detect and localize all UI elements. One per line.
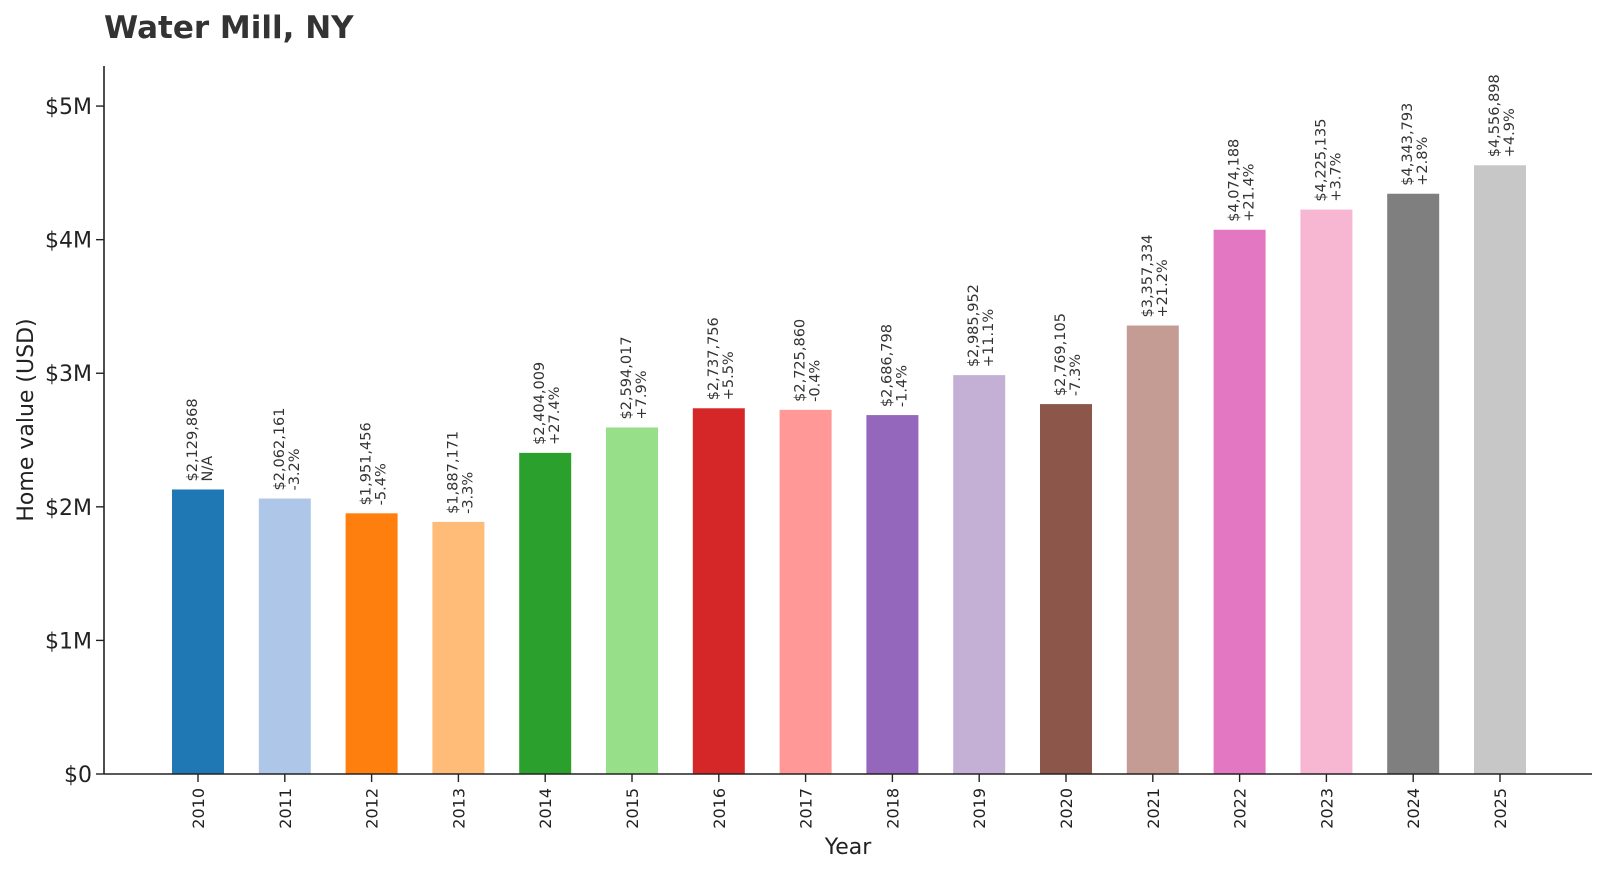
value-label-2015: $2,594,017 — [619, 336, 635, 419]
value-label-2011: $2,062,161 — [272, 407, 288, 490]
x-tick-label-2023: 2023 — [1317, 788, 1336, 829]
y-tick-label: $3M — [45, 362, 92, 387]
change-label-2019: +11.1% — [981, 309, 997, 367]
x-axis-label: Year — [824, 835, 873, 860]
bar-2015 — [606, 427, 658, 774]
change-label-2020: -7.3% — [1068, 354, 1084, 396]
bar-2022 — [1213, 229, 1266, 774]
bar-2025 — [1474, 165, 1526, 774]
bar-2012 — [345, 513, 398, 774]
bar-2024 — [1387, 193, 1440, 775]
y-tick-label: $4M — [45, 229, 92, 254]
change-label-2021: +21.2% — [1155, 259, 1171, 317]
x-tick-label-2024: 2024 — [1404, 788, 1423, 829]
value-label-2014: $2,404,009 — [532, 362, 548, 445]
x-tick-label-2025: 2025 — [1491, 788, 1510, 829]
value-label-2020: $2,769,105 — [1053, 313, 1069, 396]
x-tick-label-2012: 2012 — [363, 788, 382, 829]
y-tick-label: $2M — [45, 496, 92, 521]
value-label-2022: $4,074,188 — [1227, 139, 1243, 222]
y-tick-label: $1M — [45, 629, 92, 654]
value-label-2010: $2,129,868 — [185, 398, 201, 481]
bars — [172, 165, 1526, 775]
y-ticks: $0 $1M $2M $3M $4M $5M — [45, 95, 104, 788]
x-tick-label-2010: 2010 — [189, 788, 208, 829]
value-label-2013: $1,887,171 — [445, 431, 461, 514]
change-label-2014: +27.4% — [547, 387, 563, 445]
bar-2023 — [1300, 209, 1353, 774]
value-label-2016: $2,737,756 — [706, 317, 722, 400]
value-label-2023: $4,225,135 — [1313, 119, 1329, 202]
change-label-2023: +3.7% — [1328, 153, 1344, 202]
change-label-2010: N/A — [200, 456, 216, 482]
bar-2021 — [1126, 325, 1179, 774]
x-tick-label-2013: 2013 — [449, 788, 468, 829]
change-label-2018: -1.4% — [894, 365, 910, 407]
value-label-2019: $2,985,952 — [966, 284, 982, 367]
x-ticks: 2010 2011 2012 2013 2014 2015 2016 2017 2018 2019… — [189, 774, 1510, 829]
bar-2013 — [432, 521, 485, 774]
bar-2018 — [866, 415, 919, 774]
value-label-2018: $2,686,798 — [879, 324, 895, 407]
bar-labels: $2,129,868 N/A $2,062,161 -3.2% $1,951,456 -5… — [185, 74, 1518, 514]
change-label-2011: -3.2% — [287, 448, 303, 490]
value-label-2025: $4,556,898 — [1487, 74, 1503, 157]
change-label-2024: +2.8% — [1415, 137, 1431, 186]
change-label-2015: +7.9% — [634, 370, 650, 419]
change-label-2016: +5.5% — [721, 351, 737, 400]
change-label-2025: +4.9% — [1502, 108, 1518, 157]
y-tick-label: $0 — [64, 763, 92, 788]
x-tick-label-2016: 2016 — [710, 788, 729, 829]
y-axis-label: Home value (USD) — [14, 318, 39, 521]
x-tick-label-2022: 2022 — [1231, 788, 1250, 829]
value-label-2012: $1,951,456 — [359, 422, 375, 505]
x-tick-label-2018: 2018 — [883, 788, 902, 829]
x-tick-label-2021: 2021 — [1144, 788, 1163, 829]
bar-2014 — [519, 452, 572, 774]
x-tick-label-2017: 2017 — [797, 788, 816, 829]
x-tick-label-2020: 2020 — [1057, 788, 1076, 829]
bar-2017 — [779, 409, 832, 774]
bar-2011 — [258, 498, 311, 774]
value-label-2024: $4,343,793 — [1400, 103, 1416, 186]
x-tick-label-2015: 2015 — [623, 788, 642, 829]
bar-2020 — [1040, 404, 1092, 774]
x-tick-label-2019: 2019 — [970, 788, 989, 829]
value-label-2017: $2,725,860 — [793, 319, 809, 402]
change-label-2017: -0.4% — [808, 360, 824, 402]
change-label-2012: -5.4% — [374, 463, 390, 505]
bar-2019 — [953, 375, 1006, 774]
bar-2016 — [692, 408, 745, 774]
value-label-2021: $3,357,334 — [1140, 234, 1156, 317]
x-tick-label-2014: 2014 — [536, 788, 555, 829]
change-label-2022: +21.4% — [1242, 164, 1258, 222]
change-label-2013: -3.3% — [460, 472, 476, 514]
y-tick-label: $5M — [45, 95, 92, 120]
x-tick-label-2011: 2011 — [276, 788, 295, 829]
chart-title: Water Mill, NY — [104, 10, 354, 46]
bar-2010 — [172, 489, 224, 774]
